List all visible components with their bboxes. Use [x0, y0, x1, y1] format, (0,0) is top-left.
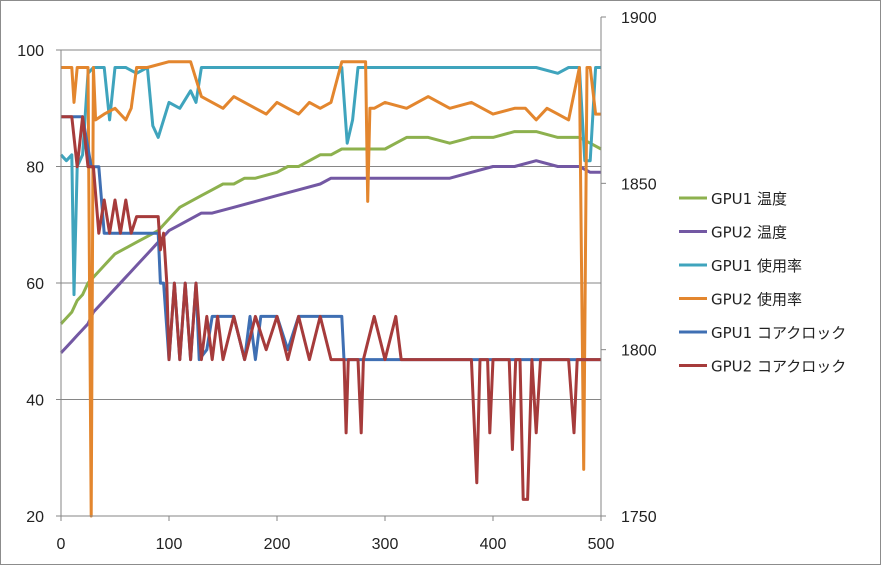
series-line-6: [61, 115, 601, 501]
y2-tick-label-3: 1900: [621, 10, 657, 27]
series-lines: [59, 60, 602, 518]
y-tick-label-4: 100: [17, 43, 44, 60]
x-tick-label-5: 500: [588, 536, 615, 553]
x-tick-label-0: 0: [57, 536, 66, 553]
y-tick-label-0: 20: [26, 509, 44, 526]
x-ticks: 0 100 200 300 400 500: [57, 516, 615, 553]
x-tick-label-4: 400: [480, 536, 507, 553]
legend-label-2: GPU2 温度: [711, 224, 787, 242]
y-tick-label-2: 60: [26, 276, 44, 293]
x-tick-label-2: 200: [264, 536, 291, 553]
y2-tick-label-0: 1750: [621, 509, 657, 526]
legend-label-4: GPU2 使用率: [711, 291, 802, 309]
x-tick-label-3: 300: [372, 536, 399, 553]
y-tick-label-1: 40: [26, 393, 44, 410]
series-line-2: [59, 159, 601, 354]
series-line-1: [59, 130, 602, 325]
series-line-4: [61, 60, 601, 518]
axes: [60, 17, 602, 517]
x-tick-label-1: 100: [156, 536, 183, 553]
y2-ticks: 1750 1800 1850 1900: [601, 10, 657, 526]
y2-tick-label-2: 1850: [621, 176, 657, 193]
legend-label-5: GPU1 コアクロック: [711, 324, 846, 342]
legend-label-3: GPU1 使用率: [711, 257, 802, 275]
legend: GPU1 温度 GPU2 温度 GPU1 使用率 GPU2 使用率 GPU1 コアクロッ…: [679, 190, 846, 376]
series-line-3: [59, 66, 601, 297]
y-ticks: 20 40 60 80 100: [17, 43, 61, 526]
legend-label-6: GPU2 コアクロック: [711, 358, 846, 376]
y2-tick-label-1: 1800: [621, 343, 657, 360]
legend-label-1: GPU1 温度: [711, 190, 787, 208]
y-tick-label-3: 80: [26, 160, 44, 177]
